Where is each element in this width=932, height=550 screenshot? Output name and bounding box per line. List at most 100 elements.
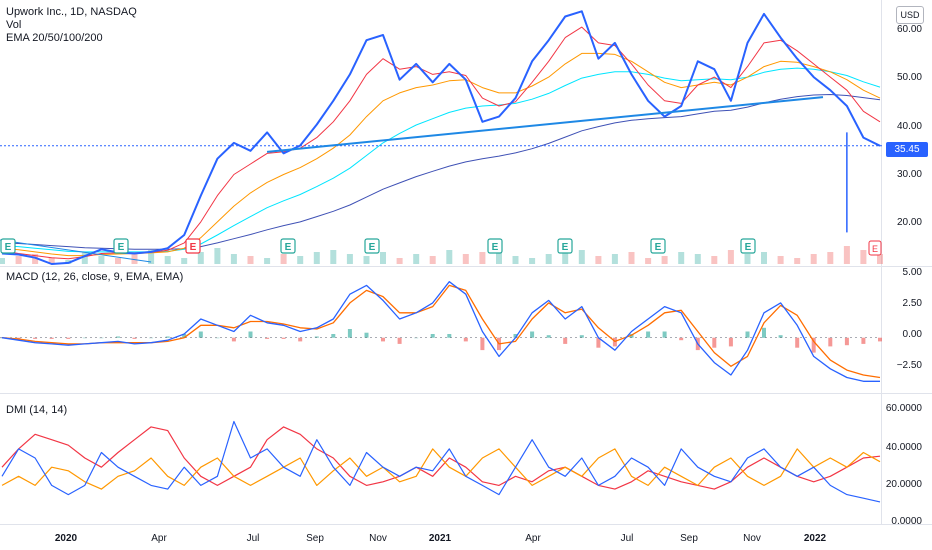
volume-bar bbox=[346, 254, 353, 264]
macd-pane[interactable]: MACD (12, 26, close, 9, EMA, EMA) 5.00 2… bbox=[0, 267, 932, 393]
macd-histogram-bar bbox=[231, 337, 236, 342]
macd-histogram-bar bbox=[563, 337, 568, 344]
volume-bar bbox=[264, 258, 271, 264]
macd-histogram-bar bbox=[795, 337, 800, 348]
price-pane[interactable]: Upwork Inc., 1D, NASDAQ Vol EMA 20/50/10… bbox=[0, 0, 932, 266]
volume-legend: Vol bbox=[6, 19, 22, 31]
earnings-icon bbox=[0, 238, 16, 254]
volume-bar bbox=[131, 254, 138, 264]
macd-axis[interactable]: 5.00 2.50 0.00 −2.50 bbox=[881, 267, 932, 393]
macd-histogram-bar bbox=[165, 336, 170, 338]
macd-histogram-bar bbox=[132, 337, 137, 339]
time-label: Nov bbox=[743, 533, 761, 544]
macd-tick: 0.00 bbox=[902, 329, 922, 340]
pane-divider[interactable] bbox=[0, 266, 932, 267]
volume-bar bbox=[396, 258, 403, 264]
volume-bar bbox=[529, 258, 536, 264]
volume-bar bbox=[462, 254, 469, 264]
volume-bar bbox=[578, 250, 585, 264]
time-label: 2021 bbox=[428, 533, 452, 544]
volume-bar bbox=[611, 254, 618, 264]
macd-histogram-bar bbox=[662, 331, 667, 338]
macd-histogram-bar bbox=[397, 337, 402, 344]
volume-bar bbox=[81, 252, 88, 264]
volume-bar bbox=[562, 252, 569, 264]
earnings-icon bbox=[113, 238, 129, 254]
macd-histogram-bar bbox=[116, 336, 120, 338]
earnings-label: E bbox=[118, 242, 125, 253]
earnings-icon bbox=[185, 238, 201, 254]
time-axis-divider bbox=[0, 524, 932, 525]
volume-bar bbox=[595, 256, 602, 264]
trendline bbox=[266, 96, 824, 153]
volume-bar bbox=[181, 258, 188, 264]
volume-bar bbox=[0, 258, 5, 264]
price-axis[interactable]: 60.00 50.00 40.00 30.00 20.00 bbox=[881, 0, 932, 266]
macd-histogram-bar bbox=[198, 331, 203, 338]
macd-tick: 2.50 bbox=[902, 298, 922, 309]
ema200-line bbox=[1, 94, 881, 250]
earnings-icon bbox=[487, 238, 503, 254]
volume-bar bbox=[744, 254, 751, 264]
macd-histogram-bar bbox=[331, 334, 336, 338]
dmi-axis[interactable]: 60.0000 40.0000 20.0000 0.0000 bbox=[881, 394, 932, 527]
macd-histogram-bar bbox=[778, 335, 783, 338]
earnings-label: E bbox=[745, 242, 752, 253]
macd-tick: −2.50 bbox=[896, 360, 922, 371]
volume-bar bbox=[363, 256, 370, 264]
macd-histogram-bar bbox=[364, 332, 369, 338]
volume-bar bbox=[230, 254, 237, 264]
volume-bar bbox=[313, 252, 320, 264]
volume-bar bbox=[429, 256, 436, 264]
dmi-pane[interactable]: DMI (14, 14) 60.0000 40.0000 20.0000 0.0… bbox=[0, 394, 932, 527]
macd-histogram-bar bbox=[49, 337, 54, 339]
earnings-icon bbox=[364, 238, 380, 254]
earnings-label: E bbox=[655, 242, 662, 253]
time-axis[interactable]: 2020 Apr Jul Sep Nov 2021 Apr Jul Sep No… bbox=[0, 525, 932, 550]
volume-bar bbox=[247, 256, 254, 264]
plus-di-line bbox=[1, 420, 881, 503]
price-tick: 30.00 bbox=[896, 169, 922, 180]
volume-bar bbox=[810, 254, 817, 264]
price-tick: 40.00 bbox=[896, 121, 922, 132]
ema100-line bbox=[1, 67, 881, 253]
currency-button[interactable]: USD bbox=[896, 6, 924, 24]
time-label: Jul bbox=[620, 533, 634, 544]
macd-tick: 5.00 bbox=[902, 267, 922, 278]
macd-histogram-bar bbox=[182, 334, 187, 338]
macd-histogram-bar bbox=[215, 337, 220, 339]
macd-line bbox=[1, 281, 880, 382]
earnings-label: E bbox=[285, 242, 292, 253]
volume-bar bbox=[860, 250, 867, 264]
minus-di-line bbox=[1, 448, 881, 490]
pane-divider[interactable] bbox=[0, 393, 932, 394]
time-label: Jul bbox=[246, 533, 260, 544]
earnings-label: E bbox=[562, 242, 569, 253]
volume-bar bbox=[678, 252, 685, 264]
volume-bar bbox=[197, 252, 204, 264]
volume-bar bbox=[330, 250, 337, 264]
dmi-tick: 0.0000 bbox=[891, 516, 922, 527]
volume-bar bbox=[164, 256, 171, 264]
macd-histogram-bar bbox=[447, 334, 452, 338]
earnings-icon bbox=[650, 238, 666, 254]
volume-bar bbox=[711, 256, 718, 264]
volume-bar bbox=[48, 258, 55, 264]
macd-histogram-bar bbox=[612, 337, 617, 347]
earnings-icon bbox=[557, 238, 573, 254]
time-label: Apr bbox=[525, 533, 541, 544]
macd-histogram-bar bbox=[745, 331, 750, 338]
macd-histogram-bar bbox=[513, 334, 518, 338]
macd-histogram-bar bbox=[646, 331, 651, 338]
price-legend: Upwork Inc., 1D, NASDAQ Vol EMA 20/50/10… bbox=[6, 6, 137, 45]
macd-histogram-bar bbox=[579, 335, 584, 338]
macd-histogram-bar bbox=[381, 337, 385, 342]
volume-bar bbox=[545, 254, 552, 264]
earnings-icon bbox=[868, 240, 882, 256]
macd-signal-line bbox=[1, 284, 881, 379]
volume-bar bbox=[297, 256, 304, 264]
macd-histogram-bar bbox=[33, 337, 38, 339]
volume-bar bbox=[446, 250, 453, 264]
macd-legend: MACD (12, 26, close, 9, EMA, EMA) bbox=[6, 271, 184, 283]
